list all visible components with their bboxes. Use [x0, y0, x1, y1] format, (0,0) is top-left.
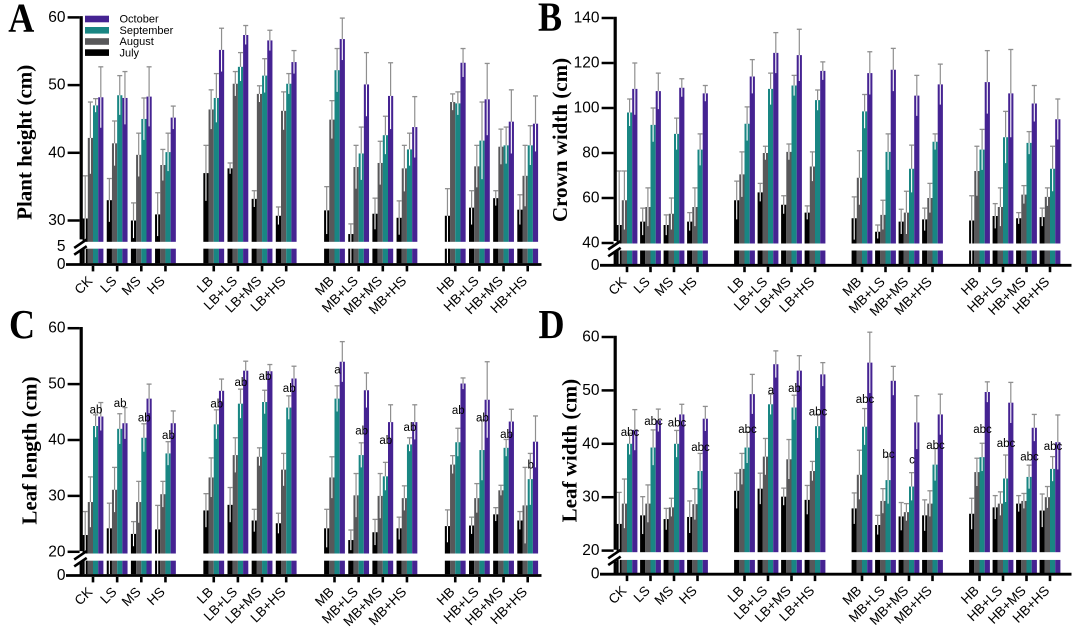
- svg-text:August: August: [120, 36, 154, 48]
- svg-text:October: October: [120, 14, 159, 26]
- svg-text:0: 0: [57, 256, 66, 273]
- svg-text:ab: ab: [235, 377, 248, 389]
- svg-text:ab: ab: [355, 425, 368, 437]
- svg-text:ab: ab: [162, 430, 175, 442]
- svg-text:b: b: [527, 459, 533, 471]
- svg-text:30: 30: [48, 212, 66, 229]
- svg-text:ab: ab: [476, 412, 489, 424]
- svg-text:Leaf length (cm): Leaf length (cm): [18, 377, 42, 525]
- svg-text:abc: abc: [856, 394, 875, 406]
- svg-text:abc: abc: [691, 442, 710, 454]
- svg-text:40: 40: [582, 435, 600, 452]
- svg-text:50: 50: [48, 376, 66, 393]
- svg-text:140: 140: [574, 10, 600, 27]
- svg-text:Plant height (cm): Plant height (cm): [13, 65, 37, 220]
- svg-text:ab: ab: [788, 383, 801, 395]
- svg-text:ab: ab: [404, 422, 417, 434]
- svg-text:a: a: [334, 364, 341, 376]
- svg-text:abc: abc: [621, 427, 640, 439]
- svg-text:ab: ab: [379, 435, 392, 447]
- svg-text:ab: ab: [500, 429, 513, 441]
- svg-text:0: 0: [57, 567, 66, 584]
- svg-text:50: 50: [582, 382, 600, 399]
- svg-text:ab: ab: [452, 405, 465, 417]
- svg-text:80: 80: [582, 145, 600, 162]
- svg-text:ab: ab: [283, 383, 296, 395]
- svg-text:D: D: [539, 303, 565, 348]
- svg-text:a: a: [768, 385, 775, 397]
- svg-text:20: 20: [48, 543, 66, 560]
- svg-text:0: 0: [591, 257, 600, 274]
- svg-text:September: September: [120, 25, 174, 37]
- svg-text:30: 30: [48, 487, 66, 504]
- svg-text:c: c: [909, 454, 915, 466]
- svg-text:abc: abc: [738, 424, 757, 436]
- svg-text:July: July: [120, 47, 140, 59]
- svg-text:40: 40: [582, 235, 600, 252]
- svg-text:abc: abc: [997, 438, 1016, 450]
- svg-text:ab: ab: [90, 405, 103, 417]
- svg-text:40: 40: [48, 144, 66, 161]
- svg-text:abc: abc: [1044, 441, 1063, 453]
- svg-text:C: C: [9, 303, 35, 348]
- svg-text:ab: ab: [210, 399, 223, 411]
- svg-text:Crown width (cm): Crown width (cm): [548, 58, 572, 222]
- svg-text:0: 0: [591, 566, 600, 583]
- svg-text:B: B: [538, 0, 562, 40]
- svg-text:abc: abc: [973, 424, 992, 436]
- svg-text:40: 40: [48, 432, 66, 449]
- svg-text:60: 60: [48, 9, 66, 26]
- svg-text:ab: ab: [114, 398, 127, 410]
- svg-text:abc: abc: [1020, 452, 1039, 464]
- svg-text:60: 60: [582, 190, 600, 207]
- svg-text:50: 50: [48, 77, 66, 94]
- svg-text:abc: abc: [926, 440, 945, 452]
- svg-text:A: A: [8, 0, 34, 41]
- svg-text:ab: ab: [138, 412, 151, 424]
- svg-text:60: 60: [582, 329, 600, 346]
- svg-text:abc: abc: [644, 416, 663, 428]
- svg-text:abc: abc: [809, 406, 828, 418]
- svg-text:100: 100: [574, 100, 600, 117]
- svg-text:ab: ab: [259, 371, 272, 383]
- svg-text:abc: abc: [668, 417, 687, 429]
- svg-text:bc: bc: [882, 449, 894, 461]
- svg-text:120: 120: [574, 55, 600, 72]
- svg-text:20: 20: [582, 542, 600, 559]
- svg-text:60: 60: [48, 320, 66, 337]
- svg-text:Leaf width (cm): Leaf width (cm): [558, 379, 582, 522]
- svg-text:30: 30: [582, 489, 600, 506]
- svg-text:5: 5: [57, 238, 66, 255]
